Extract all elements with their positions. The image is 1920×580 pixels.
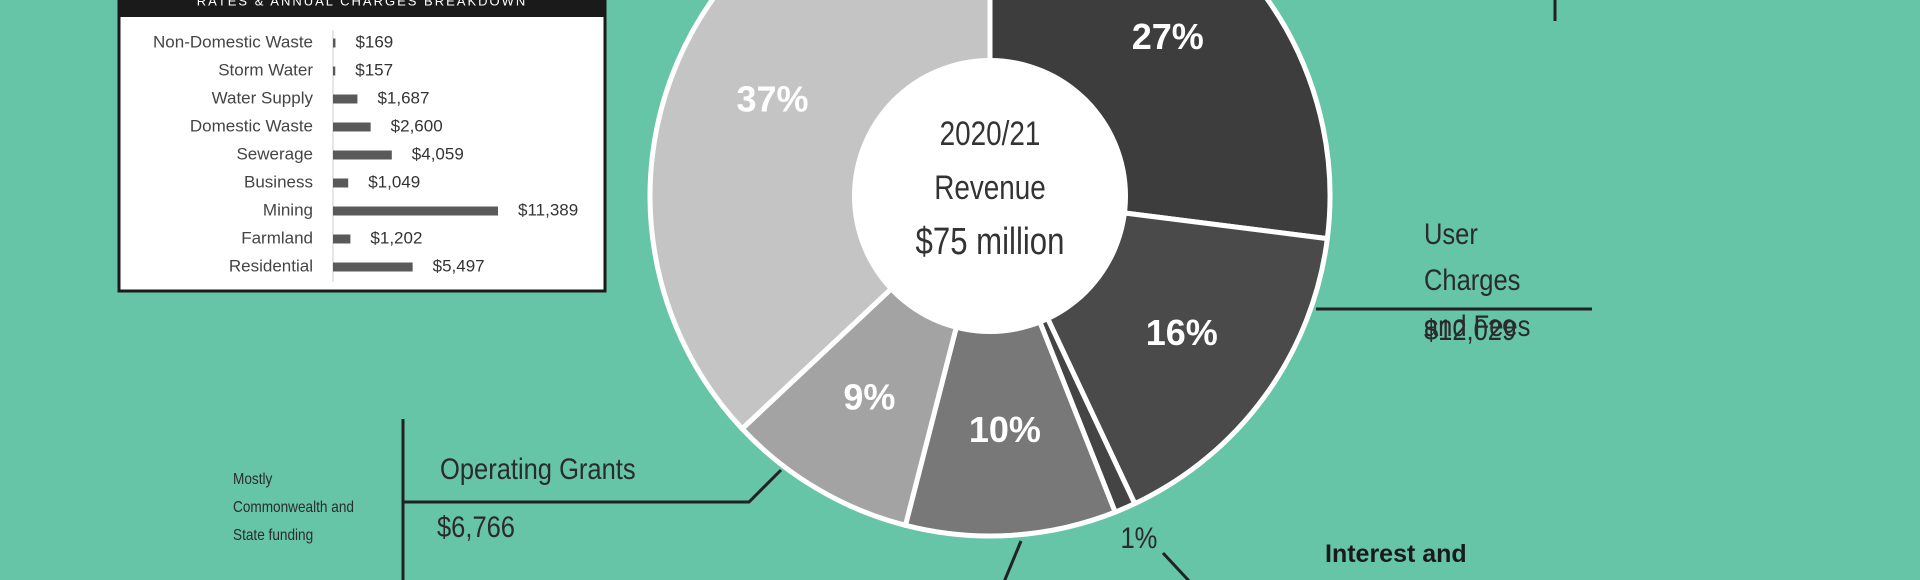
bar-category-label: Farmland	[241, 228, 313, 247]
annotation: $12,029	[1424, 314, 1517, 347]
bar-category-label: Sewerage	[236, 144, 313, 163]
bar-value-label: $1,049	[368, 172, 420, 191]
bar-value-label: $1,202	[370, 228, 422, 247]
leader-line	[1161, 551, 1191, 580]
bar	[333, 38, 336, 48]
bar-value-label: $11,389	[518, 200, 578, 219]
bar-category-label: Non-Domestic Waste	[153, 32, 313, 51]
donut-hole	[852, 58, 1128, 334]
bar-category-label: Business	[244, 172, 313, 191]
bar-category-label: Mining	[263, 200, 313, 219]
bar-title-band	[119, 0, 605, 17]
center-text: 2020/21	[940, 114, 1041, 152]
bar-category-label: Water Supply	[212, 88, 314, 107]
center-text: Revenue	[934, 168, 1046, 206]
bar-title: RATES & ANNUAL CHARGES BREAKDOWN	[197, 0, 528, 8]
annotation: User Charges and Fees	[1424, 218, 1531, 343]
annotation: Interest and	[1325, 540, 1467, 568]
bar-category-label: Domestic Waste	[190, 116, 313, 135]
slice-label: 27%	[1132, 16, 1204, 57]
center-text: $75 million	[916, 221, 1065, 263]
bar-value-label: $157	[355, 60, 393, 79]
bar	[333, 178, 349, 188]
bar-value-label: $1,687	[377, 88, 429, 107]
slice-label: 16%	[1146, 312, 1218, 353]
annotation: Operating Grants	[440, 453, 636, 486]
bar-value-label: $4,059	[412, 144, 464, 163]
annotation: $6,766	[437, 511, 516, 544]
bar-value-label: $2,600	[391, 116, 443, 135]
bar	[333, 94, 358, 104]
bar-panel	[117, 0, 607, 293]
bar-category-label: Residential	[229, 256, 313, 275]
bar	[333, 66, 336, 76]
annotation: Mostly Commonwealth and State funding	[233, 471, 354, 544]
bar-value-label: $5,497	[433, 256, 485, 275]
slice-label: 10%	[969, 409, 1041, 450]
slice-label: 1%	[1121, 521, 1158, 554]
leader-line	[403, 468, 783, 504]
pie-slice	[902, 193, 1118, 539]
slice-label: 37%	[736, 78, 808, 119]
bar	[333, 234, 351, 244]
bar	[333, 150, 392, 160]
bar-value-label: $169	[355, 32, 393, 51]
slice-label: 9%	[843, 377, 895, 418]
bar	[333, 122, 371, 132]
bar	[333, 206, 498, 216]
bar-category-label: Storm Water	[218, 60, 313, 79]
bar	[333, 262, 413, 272]
leader-line	[1003, 540, 1023, 580]
